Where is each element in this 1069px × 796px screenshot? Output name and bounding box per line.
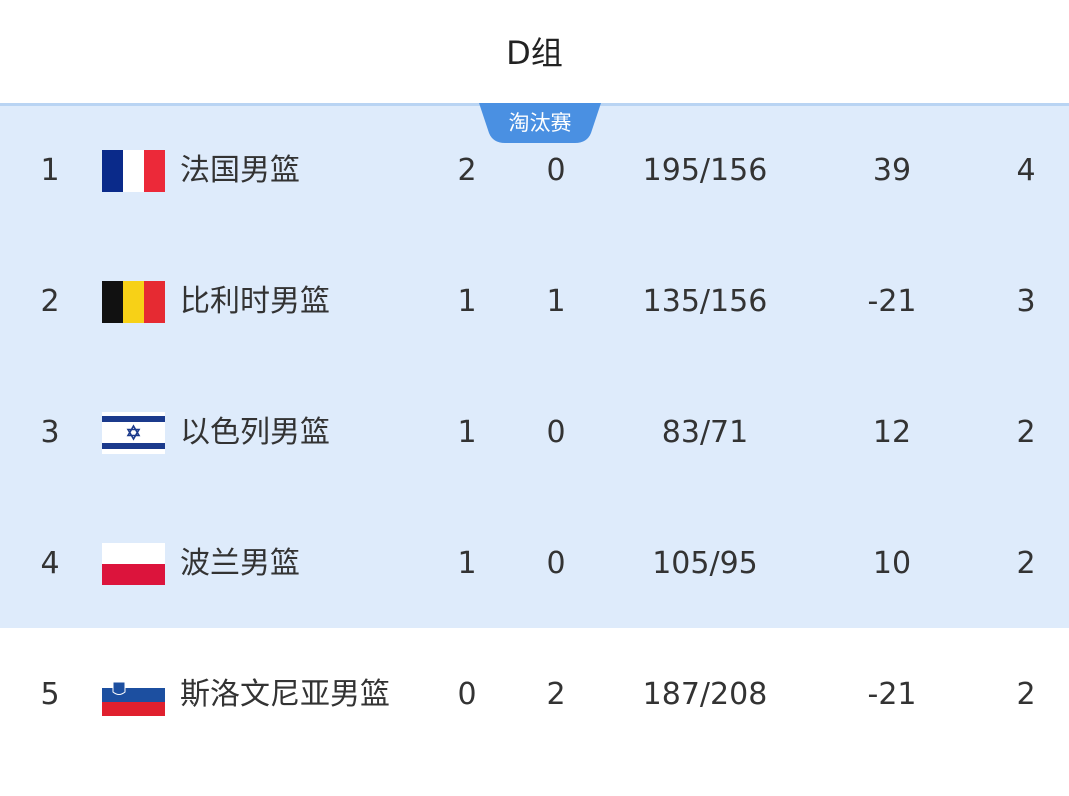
point-diff: 10 bbox=[872, 546, 912, 581]
rank: 2 bbox=[40, 284, 60, 319]
wins: 0 bbox=[457, 677, 477, 712]
badge-label: 淘汰赛 bbox=[508, 111, 572, 135]
poland-flag-icon bbox=[102, 543, 165, 585]
points: 2 bbox=[1016, 677, 1036, 712]
slovenia-flag-icon bbox=[102, 674, 165, 716]
losses: 0 bbox=[546, 546, 566, 581]
knockout-badge: 淘汰赛 bbox=[479, 103, 601, 143]
point-diff: 12 bbox=[872, 415, 912, 450]
points: 2 bbox=[1016, 415, 1036, 450]
losses: 0 bbox=[546, 153, 566, 188]
team-name[interactable]: 以色列男篮 bbox=[180, 415, 330, 450]
score: 83/71 bbox=[661, 415, 749, 450]
group-title: D组 bbox=[506, 34, 563, 72]
wins: 1 bbox=[457, 284, 477, 319]
rank: 5 bbox=[40, 677, 60, 712]
point-diff: 39 bbox=[872, 153, 912, 188]
wins: 2 bbox=[457, 153, 477, 188]
belgium-flag-icon bbox=[102, 281, 165, 323]
point-diff: -21 bbox=[867, 677, 917, 712]
points: 4 bbox=[1016, 153, 1036, 188]
rank: 4 bbox=[40, 546, 60, 581]
wins: 1 bbox=[457, 415, 477, 450]
wins: 1 bbox=[457, 546, 477, 581]
team-name[interactable]: 斯洛文尼亚男篮 bbox=[180, 677, 390, 712]
score: 187/208 bbox=[642, 677, 768, 712]
points: 2 bbox=[1016, 546, 1036, 581]
table-row[interactable]: 3 以色列男篮 1 0 83/71 12 2 bbox=[0, 367, 1069, 498]
team-name[interactable]: 波兰男篮 bbox=[180, 546, 300, 581]
knockout-zone bbox=[0, 103, 1069, 628]
team-name[interactable]: 法国男篮 bbox=[180, 153, 300, 188]
score: 195/156 bbox=[642, 153, 768, 188]
losses: 0 bbox=[546, 415, 566, 450]
table-row[interactable]: 1 法国男篮 2 0 195/156 39 4 bbox=[0, 105, 1069, 236]
rank: 3 bbox=[40, 415, 60, 450]
team-name[interactable]: 比利时男篮 bbox=[180, 284, 330, 319]
losses: 2 bbox=[546, 677, 566, 712]
point-diff: -21 bbox=[867, 284, 917, 319]
table-row[interactable]: 5 斯洛文尼亚男篮 0 2 187/208 -21 2 bbox=[0, 629, 1069, 760]
score: 105/95 bbox=[652, 546, 758, 581]
table-row[interactable]: 2 比利时男篮 1 1 135/156 -21 3 bbox=[0, 236, 1069, 367]
losses: 1 bbox=[546, 284, 566, 319]
table-row[interactable]: 4 波兰男篮 1 0 105/95 10 2 bbox=[0, 498, 1069, 629]
france-flag-icon bbox=[102, 150, 165, 192]
points: 3 bbox=[1016, 284, 1036, 319]
rank: 1 bbox=[40, 153, 60, 188]
israel-flag-icon bbox=[102, 412, 165, 454]
score: 135/156 bbox=[642, 284, 768, 319]
